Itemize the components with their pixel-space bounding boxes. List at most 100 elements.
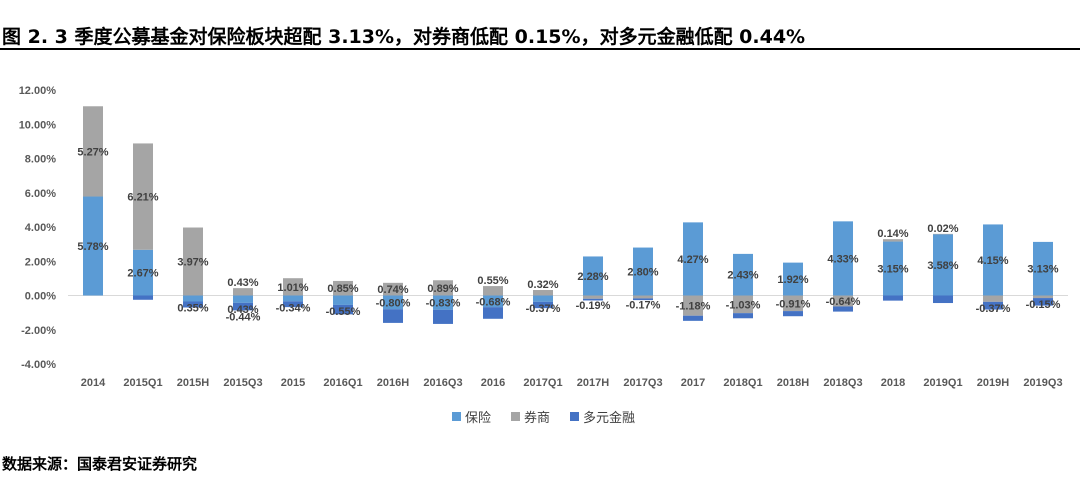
x-tick-label: 2017H xyxy=(577,377,609,389)
bar-baoxian xyxy=(733,253,753,296)
bar-baoxian xyxy=(433,295,453,310)
x-tick-label: 2018Q3 xyxy=(823,377,862,389)
y-tick-label: 12.00% xyxy=(19,85,57,97)
x-tick-label: 2018 xyxy=(881,377,905,389)
data-label: 0.35% xyxy=(177,302,208,314)
title-rule xyxy=(0,48,1080,50)
data-label: -0.34% xyxy=(276,302,311,314)
data-label: 0.43% xyxy=(227,304,258,316)
data-label: 0.32% xyxy=(527,279,558,291)
data-label: 0.43% xyxy=(227,277,258,289)
data-label: 3.97% xyxy=(177,257,208,269)
data-label: 5.27% xyxy=(77,146,108,158)
bar-duoyuan xyxy=(583,298,603,301)
legend: 保险 券商 多元金融 xyxy=(452,407,635,426)
bar-baoxian xyxy=(233,295,253,303)
data-label: -0.19% xyxy=(576,300,611,312)
data-label: -1.03% xyxy=(726,299,761,311)
bar-duoyuan xyxy=(1033,298,1053,306)
legend-label-baoxian: 保险 xyxy=(465,411,492,426)
bar-quanshang xyxy=(933,233,953,235)
data-label: 4.27% xyxy=(677,254,708,266)
data-label: 0.85% xyxy=(327,283,358,295)
data-label: -0.91% xyxy=(776,298,811,310)
legend-label-quanshang: 券商 xyxy=(524,411,551,426)
data-label: 1.01% xyxy=(277,282,308,294)
bar-quanshang xyxy=(833,295,853,307)
y-tick-label: -4.00% xyxy=(21,359,56,371)
bar-quanshang xyxy=(733,295,753,314)
bar-baoxian xyxy=(333,295,353,305)
data-label: -0.37% xyxy=(526,303,561,315)
data-label: 1.92% xyxy=(777,274,808,286)
data-label: -0.55% xyxy=(326,306,361,318)
x-tick-label: 2018H xyxy=(777,377,809,389)
x-tick-label: 2015H xyxy=(177,377,209,389)
bar-baoxian xyxy=(633,247,653,296)
x-tick-label: 2019Q3 xyxy=(1023,377,1062,389)
x-tick-label: 2018Q1 xyxy=(723,377,762,389)
data-label: 2.28% xyxy=(577,271,608,283)
data-label: 0.02% xyxy=(927,223,958,235)
data-label: 2.43% xyxy=(727,270,758,282)
data-label: -0.68% xyxy=(476,296,511,308)
data-source: 数据来源：国泰君安证券研究 xyxy=(2,455,198,473)
data-label: 0.55% xyxy=(477,275,508,287)
bar-quanshang xyxy=(983,295,1003,302)
bar-baoxian xyxy=(83,196,103,296)
x-tick-label: 2015 xyxy=(281,377,305,389)
x-tick-label: 2016H xyxy=(377,377,409,389)
bar-quanshang xyxy=(383,282,403,296)
x-tick-label: 2016Q3 xyxy=(423,377,462,389)
bar-duoyuan xyxy=(433,309,453,324)
y-tick-label: 8.00% xyxy=(25,154,56,166)
bar-baoxian xyxy=(283,295,303,302)
data-label: -1.18% xyxy=(676,301,711,313)
bar-quanshang xyxy=(133,143,153,250)
x-tick-label: 2015Q3 xyxy=(223,377,262,389)
data-label: 0.14% xyxy=(877,228,908,240)
data-label: 3.15% xyxy=(877,264,908,276)
bar-duoyuan xyxy=(233,302,253,311)
data-label: -0.15% xyxy=(1026,299,1061,311)
bar-baoxian xyxy=(933,234,953,296)
bar-quanshang xyxy=(183,227,203,296)
bar-baoxian xyxy=(483,295,503,308)
x-tick-label: 2016 xyxy=(481,377,505,389)
bar-baoxian xyxy=(183,295,203,302)
bar-quanshang xyxy=(333,280,353,296)
bar-duoyuan xyxy=(483,307,503,319)
y-tick-label: 4.00% xyxy=(25,222,56,234)
bar-quanshang xyxy=(683,295,703,316)
bar-baoxian xyxy=(583,256,603,296)
x-tick-label: 2019H xyxy=(977,377,1009,389)
y-tick-label: 0.00% xyxy=(25,291,56,303)
data-label: 0.74% xyxy=(377,284,408,296)
bar-quanshang xyxy=(533,290,553,296)
bar-duoyuan xyxy=(283,301,303,308)
stacked-bar-chart: -4.00% -2.00% 0.00% 2.00% 4.00% 6.00% 8.00% 10.… xyxy=(19,85,1068,389)
legend-swatch-duoyuan xyxy=(570,412,580,421)
data-label: 2.80% xyxy=(627,267,658,279)
bar-duoyuan xyxy=(333,304,353,315)
y-tick-label: 10.00% xyxy=(19,119,57,131)
data-label: 2.67% xyxy=(127,268,158,280)
x-tick-label: 2014 xyxy=(81,377,106,389)
bar-baoxian xyxy=(533,295,553,302)
data-label: -0.80% xyxy=(376,297,411,309)
bar-duoyuan xyxy=(983,301,1003,310)
bar-duoyuan xyxy=(633,298,653,301)
legend-item-duoyuan: 多元金融 xyxy=(570,407,635,426)
bar-quanshang xyxy=(883,239,903,242)
data-label: 4.15% xyxy=(977,255,1008,267)
data-label: -0.44% xyxy=(226,311,261,323)
bar-duoyuan xyxy=(733,313,753,319)
legend-item-quanshang: 券商 xyxy=(511,407,550,426)
x-tick-label: 2019Q1 xyxy=(923,377,962,389)
data-label: -0.17% xyxy=(626,299,661,311)
bar-duoyuan xyxy=(183,301,203,308)
y-tick-label: 2.00% xyxy=(25,256,56,268)
legend-swatch-quanshang xyxy=(511,412,521,421)
x-tick-label: 2016Q1 xyxy=(323,377,362,389)
bar-quanshang xyxy=(783,295,803,312)
